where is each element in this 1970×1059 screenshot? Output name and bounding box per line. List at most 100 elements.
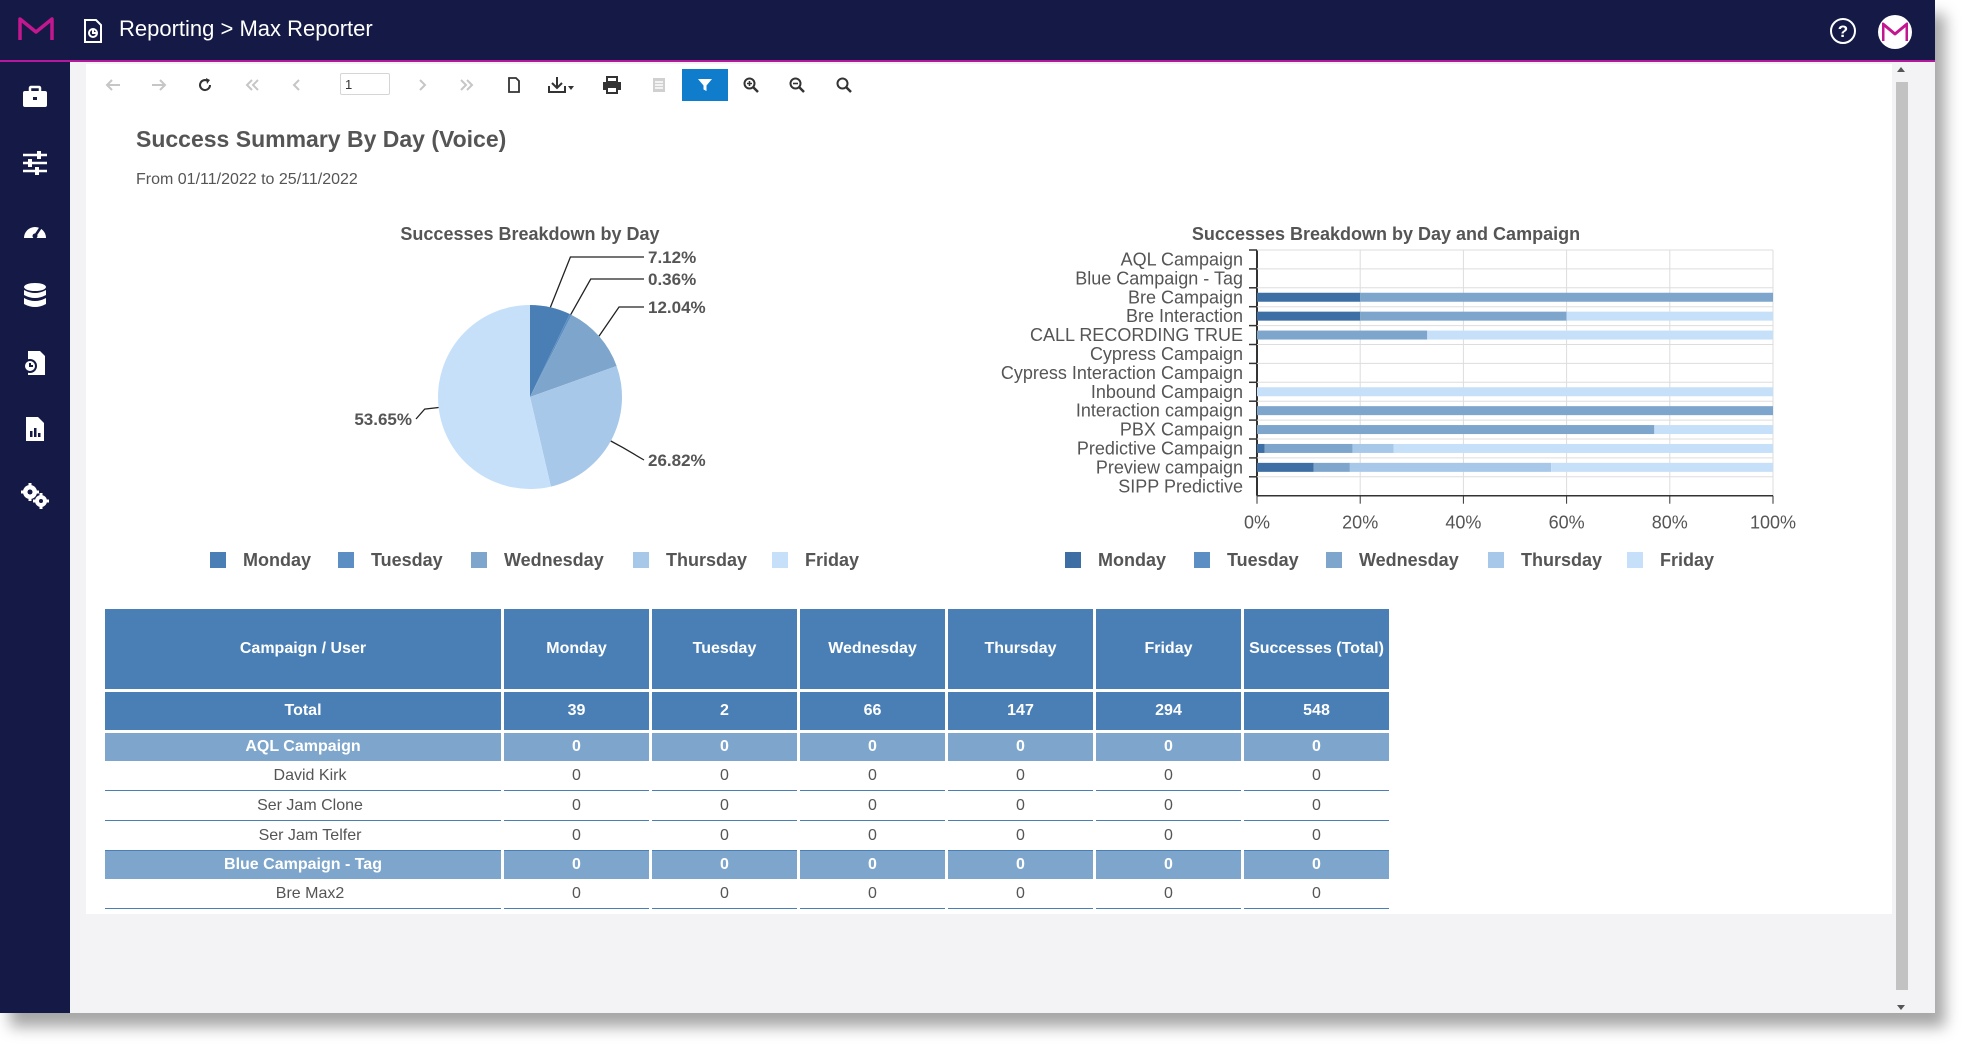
legend-swatch [338,552,354,568]
pie-leader-line [415,406,439,420]
legend-swatch [1194,552,1210,568]
bar-segment-thursday [1352,443,1394,453]
report-file-icon[interactable] [20,414,50,444]
table-row: Ser Jam Telfer 0 0 0 0 0 0 [105,821,1389,851]
row-label-cell: Ser Jam Telfer [105,821,501,851]
sliders-icon[interactable] [20,148,50,178]
bar-chart-title: Successes Breakdown by Day and Campaign [1192,224,1580,244]
page-title: Reporting > Max Reporter [119,16,373,41]
bar-x-tick-label: 20% [1342,513,1378,533]
pie-data-label: 12.04% [648,298,706,317]
column-header[interactable]: Thursday [948,609,1093,692]
file-export-icon[interactable] [20,348,50,378]
bar-category-label: CALL RECORDING TRUE [1030,325,1243,345]
bar-category-label: Interaction campaign [1076,401,1243,421]
briefcase-icon[interactable] [20,82,50,112]
pie-leader-line [610,440,645,461]
svg-text:?: ? [1838,22,1848,41]
zoom-out-icon[interactable] [774,69,820,101]
value-cell: 0 [504,851,649,879]
help-circle-icon[interactable]: ? [1829,17,1857,50]
pie-leader-line [570,278,644,315]
value-cell: 0 [1096,821,1241,851]
redo-icon[interactable] [136,69,182,101]
brand-logo-icon[interactable] [18,16,54,47]
legend-label: Wednesday [504,550,604,570]
refresh-icon[interactable] [182,69,228,101]
pie-data-label: 53.65% [354,410,412,429]
bar-segment-thursday [1349,462,1552,472]
page-setup-icon[interactable] [491,69,537,101]
value-cell: 0 [504,821,649,851]
value-cell: 66 [800,692,945,733]
bar-x-tick-label: 80% [1652,513,1688,533]
undo-icon[interactable] [90,69,136,101]
value-cell: 0 [948,821,1093,851]
bar-x-tick-label: 40% [1445,513,1481,533]
print-page-icon[interactable] [636,69,682,101]
value-cell: 0 [948,851,1093,879]
value-cell: 0 [800,791,945,821]
value-cell: 0 [948,733,1093,761]
value-cell: 0 [800,761,945,791]
settings-gears-icon[interactable] [20,481,50,511]
bar-segment-monday [1257,443,1265,453]
report-title: Success Summary By Day (Voice) [136,126,507,152]
column-header[interactable]: Campaign / User [105,609,501,692]
page-scrollbar-thumb[interactable] [1896,82,1908,990]
value-cell: 0 [504,791,649,821]
total-row: Total 39 2 66 147 294 548 [105,692,1389,733]
table-header-row: Campaign / User Monday Tuesday Wednesday Thu… [105,609,1389,692]
value-cell: 0 [652,851,797,879]
legend-swatch [633,552,649,568]
previous-page-icon[interactable] [274,69,320,101]
column-header[interactable]: Tuesday [652,609,797,692]
zoom-icon[interactable] [821,69,867,101]
bar-segment-wednesday [1313,462,1350,472]
first-page-icon[interactable] [229,69,275,101]
column-header[interactable]: Monday [504,609,649,692]
legend-swatch [1627,552,1643,568]
pie-data-label: 7.12% [648,248,696,267]
value-cell: 0 [1244,821,1389,851]
legend-label: Friday [1660,550,1714,570]
next-page-icon[interactable] [399,69,445,101]
bar-x-tick-label: 0% [1244,513,1270,533]
legend-swatch [1326,552,1342,568]
top-bar: Reporting > Max Reporter ? [0,0,1935,62]
table-row: David Kirk 0 0 0 0 0 0 [105,761,1389,791]
zoom-in-icon[interactable] [728,69,774,101]
legend-label: Thursday [1521,550,1602,570]
pie-data-label: 26.82% [648,451,706,470]
database-icon[interactable] [20,281,50,311]
page-number-input[interactable] [340,73,390,95]
legend-label: Tuesday [1227,550,1299,570]
bar-segment-friday [1427,330,1773,340]
print-icon[interactable] [589,69,635,101]
column-header[interactable]: Wednesday [800,609,945,692]
value-cell: 0 [800,879,945,909]
group-row: AQL Campaign 0 0 0 0 0 0 [105,733,1389,761]
filter-icon[interactable] [682,69,728,101]
value-cell: 0 [504,879,649,909]
legend-swatch [772,552,788,568]
bar-category-label: Inbound Campaign [1091,382,1243,402]
user-avatar-icon[interactable] [1878,15,1912,49]
bar-segment-wednesday [1264,443,1353,453]
pie-slice-friday [438,305,551,489]
column-header[interactable]: Successes (Total) [1244,609,1389,692]
bar-category-label: AQL Campaign [1121,249,1243,269]
last-page-icon[interactable] [444,69,490,101]
bar-segment-wednesday [1257,406,1773,416]
bar-segment-monday [1257,311,1361,321]
bar-segment-monday [1257,292,1361,302]
value-cell: 0 [652,821,797,851]
column-header[interactable]: Friday [1096,609,1241,692]
value-cell: 0 [652,879,797,909]
gauge-icon[interactable] [20,215,50,245]
pie-leader-line [598,306,644,337]
bar-segment-wednesday [1360,292,1773,302]
export-icon[interactable] [538,69,584,101]
value-cell: 0 [1244,879,1389,909]
value-cell: 0 [948,791,1093,821]
